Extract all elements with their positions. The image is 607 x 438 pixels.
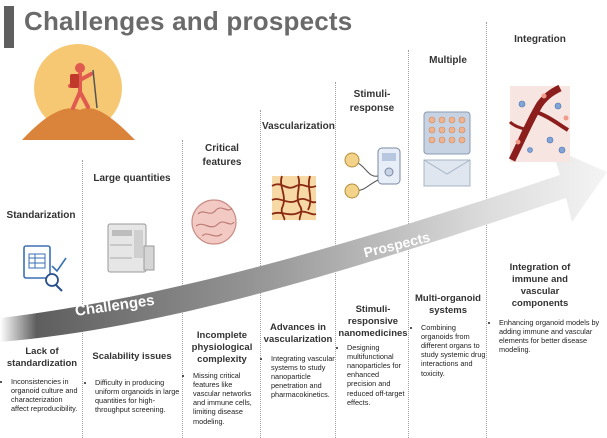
bullet-text: Enhancing organoid models by adding immu… xyxy=(499,318,602,354)
bullet-col-1: Inconsistencies in organoid culture and … xyxy=(2,377,82,413)
bullet-text: Combining organoids from different organ… xyxy=(421,323,488,378)
bullet-col-5: Designing multifunctional nanoparticles … xyxy=(338,343,410,407)
head-vascularization: Vascularization xyxy=(262,121,335,132)
bullet-col-3: Missing critical features like vascular … xyxy=(184,371,260,426)
subhead-stimuli-nanomedicines: Stimuli-responsive nanomedicines xyxy=(338,304,408,339)
head-standarization: Standarization xyxy=(6,210,76,221)
vascular-network-icon xyxy=(271,175,317,221)
document-search-icon xyxy=(23,245,67,292)
head-large-quantities: Large quantities xyxy=(93,173,171,184)
bullet-col-6: Combining organoids from different organ… xyxy=(412,323,488,378)
subhead-advances-vascularization: Advances in vascularization xyxy=(263,322,333,345)
bullet-text: Difficulty in producing uniform organoid… xyxy=(95,378,182,414)
subhead-lack-of-standardization: Lack of standardization xyxy=(6,346,78,369)
subhead-integration-immune-vascular: Integration of immune and vascular compo… xyxy=(509,262,571,309)
incubator-machine-icon xyxy=(107,223,155,273)
subhead-scalability-issues: Scalability issues xyxy=(92,351,172,362)
progress-arrow xyxy=(0,148,607,342)
bullet-col-4: Integrating vascular systems to study na… xyxy=(262,354,336,400)
bullet-col-2: Difficulty in producing uniform organoid… xyxy=(86,378,182,414)
bullet-text: Missing critical features like vascular … xyxy=(193,371,260,426)
head-stimuli-response: Stimuli-response xyxy=(349,89,395,114)
head-critical-features: Critical features xyxy=(202,143,242,168)
subhead-multi-organoid: Multi-organoid systems xyxy=(415,293,481,316)
brain-organoid-icon xyxy=(191,199,237,245)
subhead-incomplete-complexity: Incomplete physiological complexity xyxy=(191,330,253,365)
divider-6 xyxy=(486,22,487,438)
stimulator-device-icon xyxy=(344,147,401,199)
divider-1 xyxy=(82,160,83,438)
bullet-text: Designing multifunctional nanoparticles … xyxy=(347,343,410,407)
blood-vessel-icon xyxy=(508,84,570,162)
bullet-text: Integrating vascular systems to study na… xyxy=(271,354,336,400)
title-accent-bar xyxy=(4,6,14,48)
page-title: Challenges and prospects xyxy=(24,6,353,36)
head-multiple: Multiple xyxy=(429,55,467,66)
bullet-col-7: Enhancing organoid models by adding immu… xyxy=(490,318,602,354)
bullet-text: Inconsistencies in organoid culture and … xyxy=(11,377,82,413)
well-plate-icon xyxy=(423,111,471,187)
head-integration: Integration xyxy=(514,34,566,45)
hiker-icon xyxy=(22,44,135,140)
